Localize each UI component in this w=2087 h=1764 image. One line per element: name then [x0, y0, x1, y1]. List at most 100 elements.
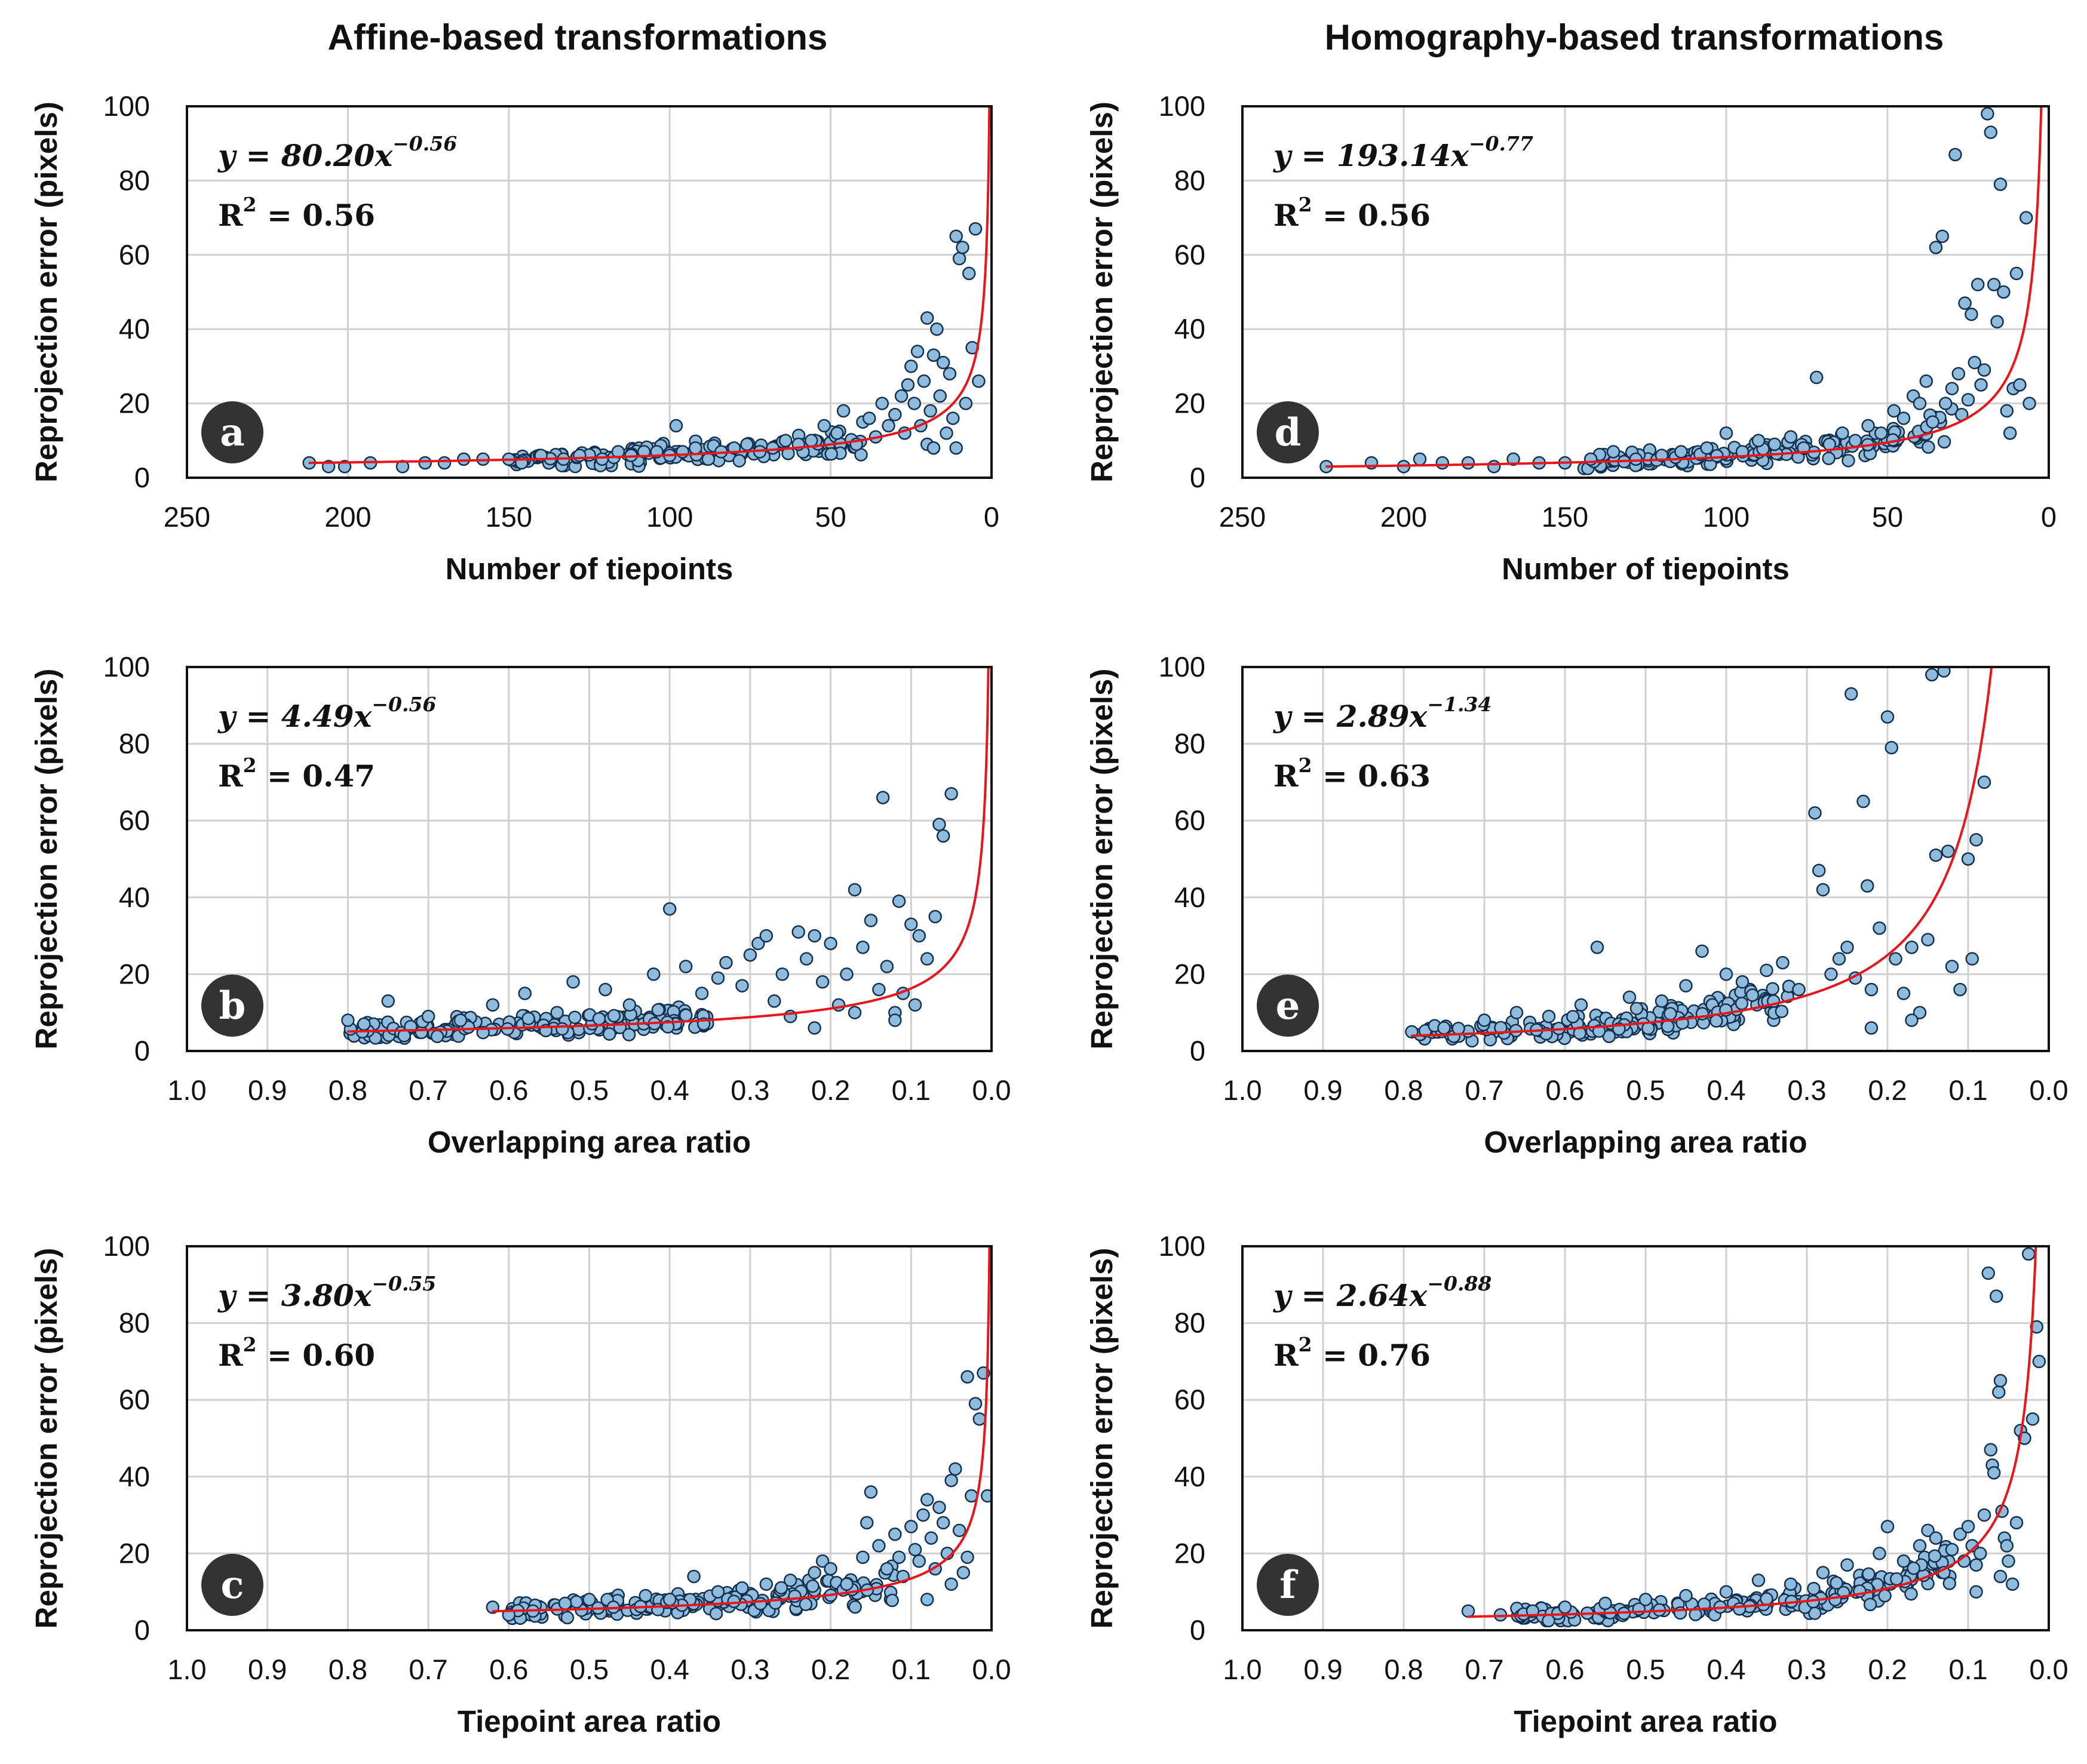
data-point	[2000, 1539, 2014, 1553]
data-point	[840, 967, 854, 981]
data-point	[1984, 125, 1998, 139]
x-tick-label: 200	[324, 501, 371, 533]
data-point	[568, 1010, 582, 1024]
data-point	[940, 426, 953, 440]
data-point	[1905, 941, 1919, 954]
data-point	[791, 925, 805, 939]
data-point	[956, 1566, 971, 1579]
y-tick-label: 80	[119, 1307, 150, 1339]
data-point	[880, 1562, 894, 1576]
data-point	[1807, 1581, 1821, 1596]
r-squared-label: R2 = 0.47	[218, 754, 375, 794]
x-tick-label: 0.0	[972, 1074, 1011, 1106]
data-point	[1861, 879, 1874, 893]
r-squared-symbol: R	[218, 198, 243, 233]
x-tick-label: 0.7	[1465, 1074, 1503, 1106]
data-point	[1993, 1569, 2008, 1584]
data-point	[962, 266, 976, 281]
data-point	[1784, 1577, 1798, 1591]
data-point	[923, 404, 937, 418]
data-point	[1968, 355, 1982, 370]
data-point	[928, 909, 942, 924]
data-point	[1674, 445, 1688, 459]
data-point	[1695, 944, 1709, 958]
data-point	[1905, 1013, 1919, 1027]
data-point	[920, 1493, 934, 1507]
r-squared-value: = 0.60	[257, 1338, 376, 1373]
data-point	[1965, 308, 1978, 321]
fit-curve	[1411, 668, 1993, 1037]
data-layer	[302, 107, 990, 474]
x-axis-label: Number of tiepoints	[446, 552, 733, 586]
data-point	[808, 929, 821, 943]
data-layer	[1319, 107, 2043, 475]
y-tick-label: 40	[1174, 1461, 1205, 1492]
data-point	[1542, 1009, 1556, 1024]
data-point	[661, 1020, 675, 1034]
data-point	[1913, 1539, 1927, 1553]
x-tick-label: 0.6	[489, 1074, 528, 1106]
data-point	[1878, 1588, 1892, 1603]
data-point	[920, 311, 934, 325]
x-tick-label: 0.1	[1948, 1654, 1987, 1685]
x-tick-label: 0.7	[1465, 1654, 1503, 1685]
x-tick-label: 0.9	[1303, 1074, 1342, 1106]
x-tick-label: 50	[815, 501, 846, 533]
data-point	[972, 374, 986, 388]
data-point	[357, 1017, 371, 1031]
data-point	[759, 929, 774, 943]
x-tick-label: 0.2	[811, 1074, 850, 1106]
data-point	[1840, 1558, 1854, 1572]
data-point	[1981, 107, 1994, 121]
data-point	[1809, 370, 1824, 385]
data-point	[1629, 452, 1643, 466]
data-point	[863, 411, 876, 425]
data-point	[1951, 367, 1966, 381]
data-point	[1719, 1585, 1733, 1599]
data-point	[1655, 448, 1669, 462]
y-tick-label: 20	[119, 1537, 150, 1569]
equation-exponent: −0.88	[1427, 1272, 1491, 1295]
x-tick-label: 0.8	[1384, 1074, 1423, 1106]
x-tick-label: 0.1	[892, 1654, 931, 1685]
data-point	[1461, 1604, 1475, 1618]
data-point	[1961, 1520, 1975, 1533]
data-point	[1896, 1554, 1911, 1568]
panel-b: 1.0 0.9 0.8 0.7 0.6 0.5 0.4 0.3 0.2 0.1 0.0 0 20 40 60…	[29, 651, 1011, 1159]
data-point	[1992, 1385, 2006, 1399]
data-point	[2022, 1247, 2036, 1261]
data-point	[872, 982, 886, 997]
data-point	[1792, 982, 1806, 997]
data-point	[550, 1006, 564, 1019]
data-point	[824, 1562, 837, 1576]
data-point	[1509, 1006, 1524, 1019]
data-point	[560, 1611, 575, 1625]
y-tick-label: 40	[119, 1461, 150, 1492]
x-axis-label: Overlapping area ratio	[428, 1125, 751, 1159]
data-point	[669, 419, 683, 433]
x-tick-label: 0.4	[650, 1074, 689, 1106]
data-point	[740, 437, 754, 451]
data-point	[679, 960, 693, 973]
data-point	[709, 1606, 723, 1621]
data-point	[808, 1566, 821, 1579]
x-tick-label: 0.3	[731, 1654, 769, 1685]
data-point	[1816, 1566, 1830, 1579]
data-point	[651, 1003, 665, 1017]
data-point	[1907, 1561, 1920, 1575]
data-point	[1990, 315, 2004, 329]
equation-base: y = 2.89x	[1273, 699, 1428, 734]
data-point	[689, 441, 702, 455]
data-point	[1977, 1508, 1991, 1522]
data-layer	[341, 668, 990, 1045]
data-point	[1941, 844, 1955, 858]
data-point	[1506, 452, 1520, 466]
panel-f: 1.0 0.9 0.8 0.7 0.6 0.5 0.4 0.3 0.2 0.1 0.0 0 20 40 60…	[1085, 1230, 2068, 1738]
x-tick-label: 0.3	[1787, 1654, 1826, 1685]
y-tick-label: 40	[119, 313, 150, 345]
data-point	[960, 1550, 974, 1565]
r-squared-symbol: R	[1273, 198, 1299, 233]
column-title-homography: Homography-based transformations	[1324, 17, 1944, 57]
data-point	[573, 448, 587, 462]
data-point	[1913, 397, 1927, 410]
